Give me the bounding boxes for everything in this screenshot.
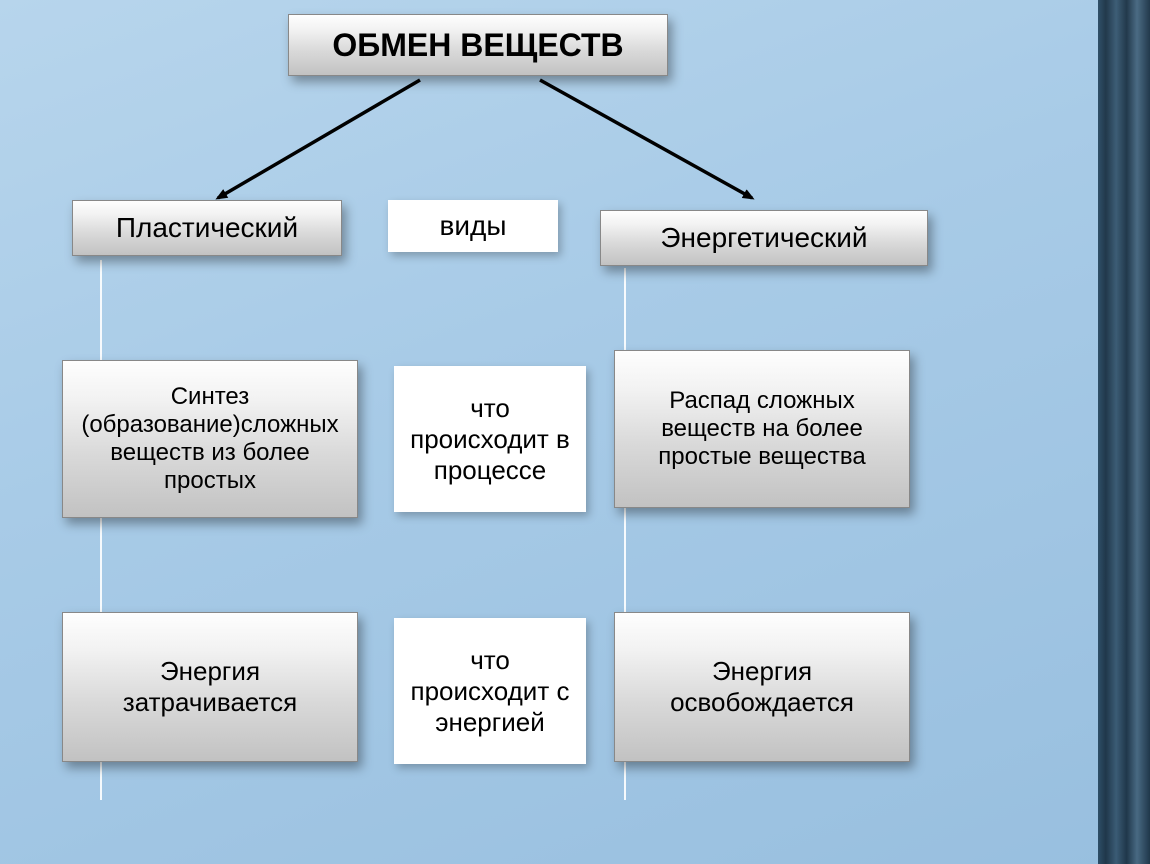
cell-text: Энергетический [660, 222, 867, 254]
cell-text: что происходит с энергией [405, 645, 575, 738]
cell-center-row1: что происходит в процессе [394, 366, 586, 512]
cell-text: Синтез (образование)сложных веществ из б… [73, 383, 347, 495]
title-text: ОБМЕН ВЕЩЕСТВ [332, 27, 623, 64]
cell-left-row0: Пластический [72, 200, 342, 256]
cell-text: Распад сложных веществ на более простые … [625, 387, 899, 471]
cell-left-row1: Синтез (образование)сложных веществ из б… [62, 360, 358, 518]
cell-right-row1: Распад сложных веществ на более простые … [614, 350, 910, 508]
cell-text: Энергия освобождается [625, 656, 899, 718]
cell-left-row2: Энергия затрачивается [62, 612, 358, 762]
diagram-stage: ОБМЕН ВЕЩЕСТВ Пластический виды Энергетиче… [0, 0, 1150, 864]
title-box: ОБМЕН ВЕЩЕСТВ [288, 14, 668, 76]
arrow-left [218, 80, 420, 198]
cell-center-row0: виды [388, 200, 558, 252]
cell-text: Пластический [116, 212, 298, 244]
arrow-right [540, 80, 752, 198]
cell-right-row0: Энергетический [600, 210, 928, 266]
cell-right-row2: Энергия освобождается [614, 612, 910, 762]
cell-text: Энергия затрачивается [73, 656, 347, 718]
cell-center-row2: что происходит с энергией [394, 618, 586, 764]
cell-text: виды [440, 210, 507, 242]
cell-text: что происходит в процессе [405, 393, 575, 486]
